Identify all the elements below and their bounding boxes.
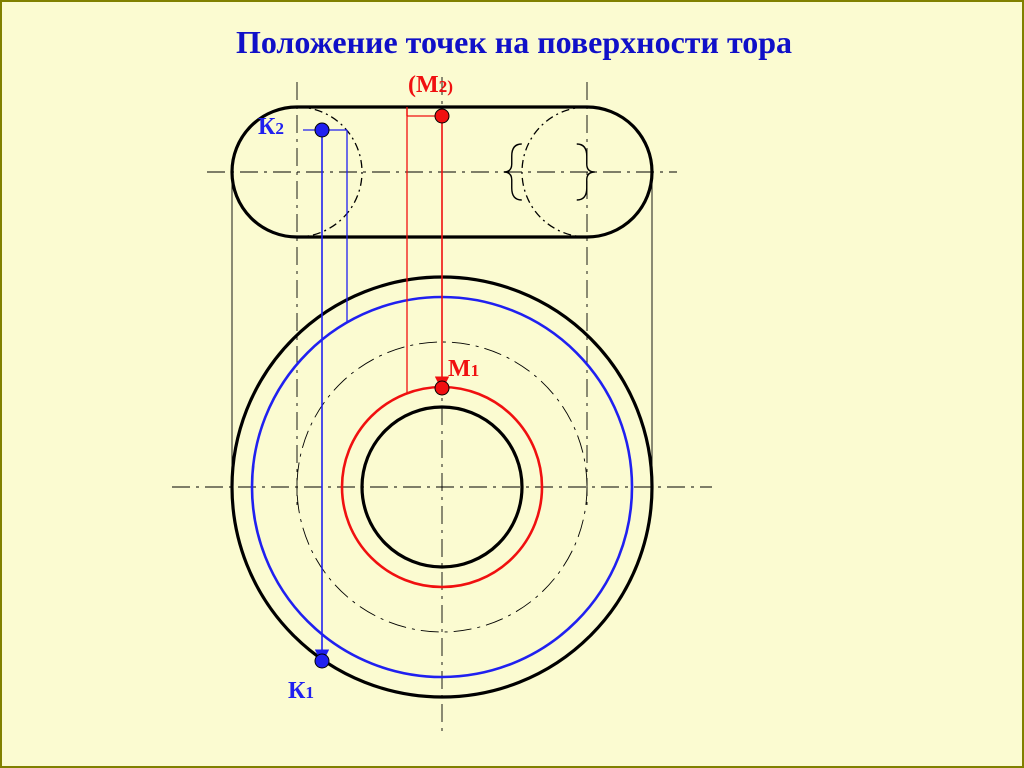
point-m1	[435, 381, 449, 395]
label-m2-main: (М	[408, 72, 439, 98]
label-k1: К1	[288, 678, 314, 705]
page-title: Положение точек на поверхности тора	[2, 24, 1024, 61]
label-k2-sub: 2	[275, 119, 284, 138]
point-k1	[315, 654, 329, 668]
label-k2-main: К	[258, 114, 275, 140]
diagram-svg	[2, 2, 1024, 768]
label-m2: (М2)	[408, 72, 453, 99]
point-m2	[435, 109, 449, 123]
label-k2: К2	[258, 114, 284, 141]
label-m2-sub: 2)	[439, 77, 453, 96]
label-k1-main: К	[288, 678, 305, 704]
label-m1-sub: 1	[471, 361, 480, 380]
point-k2	[315, 123, 329, 137]
label-m1-main: М	[448, 356, 471, 382]
label-m1: М1	[448, 356, 479, 383]
label-k1-sub: 1	[305, 683, 314, 702]
